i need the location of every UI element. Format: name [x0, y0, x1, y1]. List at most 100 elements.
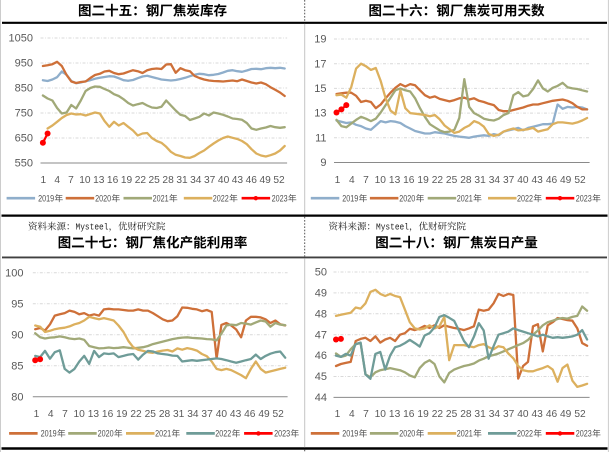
svg-text:31: 31: [474, 409, 486, 420]
svg-text:1050: 1050: [9, 33, 33, 45]
svg-text:4: 4: [54, 175, 60, 186]
svg-text:48: 48: [315, 308, 327, 320]
svg-text:25: 25: [446, 409, 458, 420]
svg-text:34: 34: [187, 409, 199, 420]
svg-text:19: 19: [116, 409, 128, 420]
svg-text:80: 80: [11, 391, 23, 403]
svg-text:49: 49: [560, 175, 572, 186]
svg-text:28: 28: [162, 175, 174, 186]
svg-text:1: 1: [335, 175, 341, 186]
svg-text:15: 15: [314, 83, 326, 95]
svg-text:46: 46: [244, 409, 256, 420]
svg-text:22: 22: [135, 175, 147, 186]
svg-text:49: 49: [315, 288, 327, 300]
svg-text:34: 34: [489, 409, 501, 420]
svg-text:34: 34: [489, 175, 501, 186]
svg-text:25: 25: [446, 175, 458, 186]
svg-text:2022: 2022: [213, 193, 229, 203]
svg-text:90: 90: [11, 329, 23, 341]
svg-text:2021: 2021: [153, 193, 169, 203]
svg-text:52: 52: [273, 175, 285, 186]
svg-text:4: 4: [349, 409, 355, 420]
svg-text:2020: 2020: [399, 193, 415, 203]
svg-text:49: 49: [260, 175, 272, 186]
svg-text:13: 13: [93, 175, 105, 186]
svg-text:52: 52: [273, 409, 285, 420]
svg-text:1: 1: [335, 409, 341, 420]
svg-text:7: 7: [363, 409, 369, 420]
svg-text:2021: 2021: [457, 429, 473, 439]
svg-text:37: 37: [204, 175, 216, 186]
svg-text:43: 43: [532, 409, 544, 420]
svg-text:17: 17: [314, 58, 326, 70]
svg-text:13: 13: [314, 108, 326, 120]
svg-text:37: 37: [503, 175, 515, 186]
svg-text:31: 31: [176, 175, 188, 186]
svg-text:40: 40: [216, 409, 228, 420]
svg-text:40: 40: [517, 409, 529, 420]
svg-text:28: 28: [460, 175, 472, 186]
svg-text:2019: 2019: [38, 193, 54, 203]
svg-text:43: 43: [230, 409, 242, 420]
svg-text:46: 46: [546, 175, 558, 186]
svg-text:2023: 2023: [576, 429, 592, 439]
svg-text:2022: 2022: [517, 193, 533, 203]
svg-text:650: 650: [15, 133, 33, 145]
svg-text:43: 43: [232, 175, 244, 186]
svg-text:750: 750: [15, 108, 33, 120]
svg-text:28: 28: [159, 409, 171, 420]
svg-text:10: 10: [74, 409, 86, 420]
svg-text:2020: 2020: [95, 193, 111, 203]
svg-text:19: 19: [121, 175, 133, 186]
svg-text:40: 40: [218, 175, 230, 186]
svg-text:46: 46: [546, 409, 558, 420]
svg-text:25: 25: [145, 409, 157, 420]
svg-text:2021: 2021: [457, 193, 473, 203]
svg-text:2020: 2020: [98, 429, 114, 439]
svg-text:2023: 2023: [272, 193, 288, 203]
svg-text:34: 34: [190, 175, 202, 186]
svg-text:2019: 2019: [342, 429, 358, 439]
svg-text:44: 44: [315, 392, 327, 404]
svg-text:7: 7: [68, 175, 74, 186]
svg-text:1: 1: [34, 409, 40, 420]
svg-text:52: 52: [574, 409, 586, 420]
svg-text:85: 85: [11, 360, 23, 372]
svg-text:9: 9: [320, 157, 326, 169]
svg-text:10: 10: [375, 409, 387, 420]
svg-text:11: 11: [315, 132, 326, 144]
svg-text:16: 16: [403, 409, 415, 420]
svg-text:49: 49: [258, 409, 270, 420]
svg-text:37: 37: [503, 409, 515, 420]
svg-text:950: 950: [15, 58, 33, 70]
svg-text:46: 46: [246, 175, 258, 186]
svg-text:25: 25: [149, 175, 161, 186]
svg-text:2022: 2022: [215, 429, 231, 439]
svg-text:Mysteel: Mysteel: [376, 222, 409, 233]
svg-text:7: 7: [363, 175, 369, 186]
svg-text:46: 46: [315, 350, 327, 362]
svg-text:95: 95: [11, 298, 23, 310]
svg-text:31: 31: [173, 409, 185, 420]
svg-text:47: 47: [315, 329, 327, 341]
svg-text:2023: 2023: [576, 193, 592, 203]
svg-text:2021: 2021: [155, 429, 171, 439]
svg-text:19: 19: [314, 34, 326, 46]
svg-text:45: 45: [315, 371, 327, 383]
svg-text:43: 43: [532, 175, 544, 186]
svg-text:37: 37: [201, 409, 213, 420]
svg-text:16: 16: [107, 175, 119, 186]
svg-text:52: 52: [574, 175, 586, 186]
svg-text:100: 100: [5, 267, 23, 279]
svg-text:10: 10: [79, 175, 91, 186]
svg-text:2019: 2019: [41, 429, 57, 439]
svg-text:13: 13: [389, 175, 401, 186]
svg-text:22: 22: [432, 409, 444, 420]
svg-text:7: 7: [62, 409, 68, 420]
svg-text:4: 4: [48, 409, 54, 420]
svg-text:Mysteel: Mysteel: [76, 222, 109, 233]
svg-text:2022: 2022: [517, 429, 533, 439]
svg-text:31: 31: [474, 175, 486, 186]
svg-text:2019: 2019: [342, 193, 358, 203]
svg-text:16: 16: [102, 409, 114, 420]
